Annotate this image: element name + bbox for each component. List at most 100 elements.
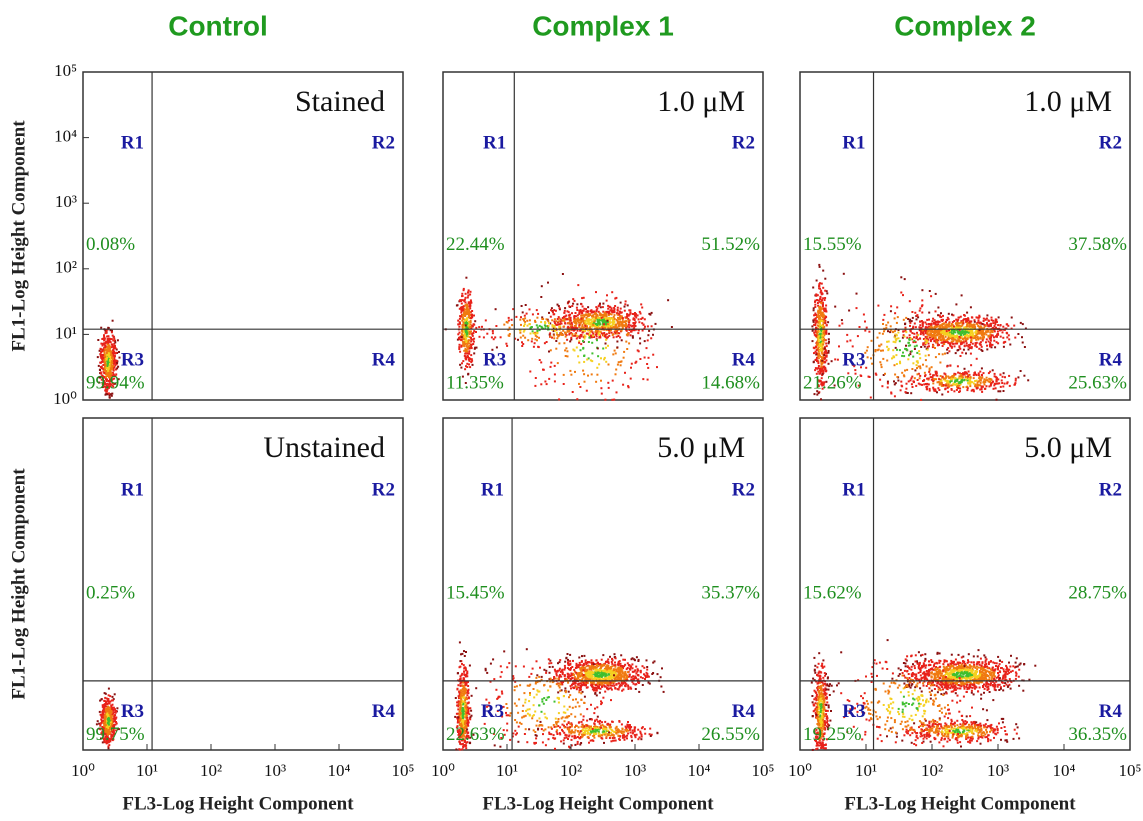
event-dot xyxy=(937,323,940,326)
event-dot xyxy=(822,313,825,316)
event-dot xyxy=(530,326,533,328)
event-dot xyxy=(459,660,462,663)
event-dot xyxy=(949,364,952,367)
event-dot xyxy=(821,302,824,305)
event-dot xyxy=(458,694,461,697)
event-dot xyxy=(109,727,111,729)
event-dot xyxy=(812,307,815,310)
event-dot xyxy=(462,664,465,667)
event-dot xyxy=(887,321,890,324)
event-dot xyxy=(964,340,967,343)
event-dot xyxy=(582,369,585,372)
event-dot xyxy=(895,321,898,324)
event-dot xyxy=(979,388,982,391)
quadrant-name: R4 xyxy=(732,350,756,371)
event-dot xyxy=(826,351,828,354)
event-dot xyxy=(952,383,955,386)
event-dot xyxy=(938,389,941,391)
event-dot xyxy=(636,670,639,673)
event-dot xyxy=(459,732,462,735)
event-dot xyxy=(534,338,537,341)
event-dot xyxy=(822,304,824,307)
event-dot xyxy=(815,279,818,282)
event-dot xyxy=(605,328,608,331)
event-dot xyxy=(887,349,890,352)
event-dot xyxy=(944,384,947,387)
event-dot xyxy=(102,343,105,346)
event-dot xyxy=(108,346,111,349)
event-dot xyxy=(928,318,930,321)
event-dot xyxy=(989,370,992,373)
event-dot xyxy=(903,335,906,338)
event-dot xyxy=(592,332,595,335)
event-dot xyxy=(1001,331,1004,334)
event-dot xyxy=(484,319,487,322)
event-dot xyxy=(578,340,581,343)
event-dot xyxy=(607,381,610,384)
event-dot xyxy=(461,340,464,343)
event-dot xyxy=(944,325,947,328)
event-dot xyxy=(461,699,464,702)
event-dot xyxy=(464,710,467,712)
column-title: Complex 2 xyxy=(894,10,1036,41)
event-dot xyxy=(606,336,609,339)
event-dot xyxy=(111,351,114,354)
event-dot xyxy=(461,329,463,332)
event-dot xyxy=(470,345,473,348)
event-dot xyxy=(913,322,916,325)
event-dot xyxy=(971,332,974,335)
event-dot xyxy=(817,321,820,324)
event-dot xyxy=(465,339,468,342)
event-dot xyxy=(913,336,915,339)
event-dot xyxy=(478,335,481,338)
event-dot xyxy=(949,342,952,345)
event-dot xyxy=(817,340,820,342)
event-dot xyxy=(638,310,641,313)
event-dot xyxy=(995,376,998,379)
event-dot xyxy=(101,342,104,345)
event-dot xyxy=(111,358,114,360)
event-dot xyxy=(584,330,587,333)
event-dot xyxy=(814,345,817,348)
event-dot xyxy=(919,367,922,370)
event-dot xyxy=(463,334,466,337)
event-dot xyxy=(972,374,975,377)
event-dot xyxy=(491,348,494,351)
event-dot xyxy=(579,329,582,332)
event-dot xyxy=(920,398,923,401)
event-dot xyxy=(937,306,940,309)
event-dot xyxy=(970,325,973,328)
event-dot xyxy=(965,342,968,345)
event-dot xyxy=(995,380,998,383)
event-dot xyxy=(820,293,823,296)
event-dot xyxy=(968,329,971,332)
event-dot xyxy=(971,381,974,384)
event-dot xyxy=(857,384,860,387)
event-dot xyxy=(581,331,584,334)
event-cloud xyxy=(444,273,673,401)
event-dot xyxy=(103,729,106,732)
event-dot xyxy=(115,716,118,719)
event-dot xyxy=(979,337,982,340)
condition-label: Stained xyxy=(295,85,385,118)
event-dot xyxy=(813,347,816,350)
event-dot xyxy=(587,306,590,309)
event-dot xyxy=(461,295,463,298)
event-dot xyxy=(103,707,106,710)
event-dot xyxy=(938,320,941,323)
event-dot xyxy=(919,307,922,310)
event-dot xyxy=(595,317,598,320)
event-dot xyxy=(109,385,112,388)
event-dot xyxy=(459,702,461,705)
event-dot xyxy=(602,318,605,321)
event-dot xyxy=(575,672,578,675)
event-dot xyxy=(465,311,468,314)
event-dot xyxy=(628,326,631,329)
event-dot xyxy=(106,374,109,377)
event-dot xyxy=(462,739,465,742)
event-dot xyxy=(959,383,962,386)
event-dot xyxy=(110,366,113,369)
event-dot xyxy=(111,356,114,359)
event-dot xyxy=(984,387,987,390)
